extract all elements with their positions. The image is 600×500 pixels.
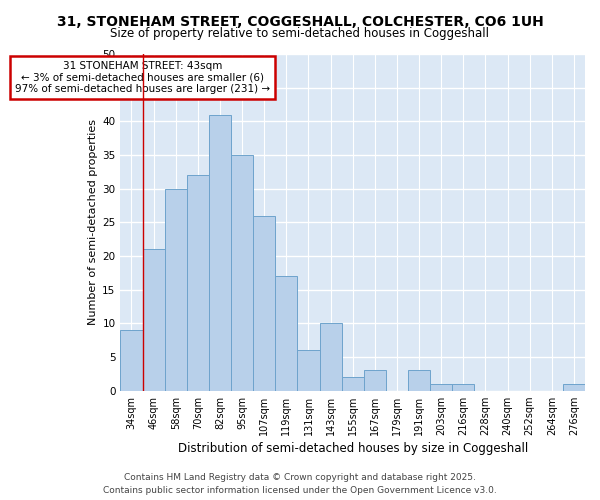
Bar xyxy=(430,384,452,390)
Text: 31 STONEHAM STREET: 43sqm
← 3% of semi-detached houses are smaller (6)
97% of se: 31 STONEHAM STREET: 43sqm ← 3% of semi-d… xyxy=(15,60,270,94)
Bar xyxy=(187,175,209,390)
Bar xyxy=(231,155,253,390)
Bar xyxy=(408,370,430,390)
Bar xyxy=(563,384,585,390)
Bar xyxy=(341,377,364,390)
X-axis label: Distribution of semi-detached houses by size in Coggeshall: Distribution of semi-detached houses by … xyxy=(178,442,528,455)
Text: 31, STONEHAM STREET, COGGESHALL, COLCHESTER, CO6 1UH: 31, STONEHAM STREET, COGGESHALL, COLCHES… xyxy=(56,15,544,29)
Bar xyxy=(298,350,320,391)
Bar xyxy=(253,216,275,390)
Bar xyxy=(320,324,341,390)
Bar xyxy=(121,330,143,390)
Y-axis label: Number of semi-detached properties: Number of semi-detached properties xyxy=(88,120,98,326)
Text: Size of property relative to semi-detached houses in Coggeshall: Size of property relative to semi-detach… xyxy=(110,28,490,40)
Bar xyxy=(164,188,187,390)
Bar xyxy=(364,370,386,390)
Bar xyxy=(452,384,475,390)
Bar xyxy=(143,250,164,390)
Bar xyxy=(209,114,231,390)
Bar xyxy=(275,276,298,390)
Text: Contains HM Land Registry data © Crown copyright and database right 2025.
Contai: Contains HM Land Registry data © Crown c… xyxy=(103,474,497,495)
